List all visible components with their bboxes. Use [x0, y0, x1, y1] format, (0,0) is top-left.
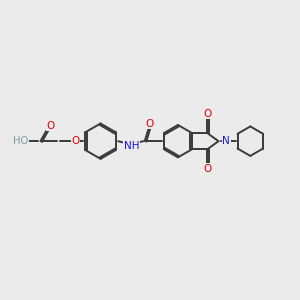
Text: N: N — [222, 136, 230, 146]
Text: O: O — [203, 109, 212, 118]
Text: O: O — [146, 118, 154, 128]
Text: O: O — [203, 164, 212, 174]
Text: O: O — [46, 121, 55, 131]
Text: O: O — [72, 136, 80, 146]
Text: HO: HO — [13, 136, 28, 146]
Text: NH: NH — [124, 141, 139, 151]
